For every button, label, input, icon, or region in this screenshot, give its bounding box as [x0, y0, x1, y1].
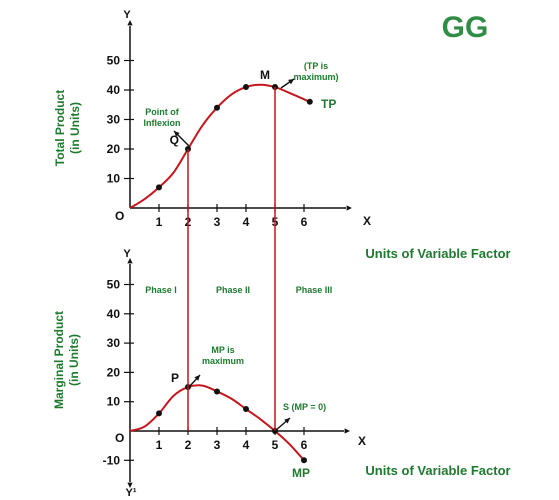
mp-y-axis-letter: Y [123, 248, 131, 260]
mp-y-tick-label: 50 [107, 278, 121, 292]
tp-x-tick-label: 4 [243, 215, 250, 229]
tp-inflexion-line1: Point of [145, 107, 179, 117]
tp-y-tick-label: 20 [107, 142, 121, 156]
mp-data-point [301, 457, 307, 464]
tp-max-line1: (TP is [304, 61, 328, 71]
mp-data-point [243, 406, 249, 413]
tp-x-tick-label: 3 [214, 215, 221, 229]
tp-y-tick-label: 50 [107, 54, 121, 68]
tp-max-line2: maximum) [293, 72, 338, 82]
tp-data-point [243, 84, 249, 91]
mp-x-axis-arrow [344, 428, 350, 434]
mp-data-point [214, 388, 220, 395]
phase-3-label: Phase III [296, 285, 333, 295]
mp-x-tick-label: 1 [156, 438, 163, 452]
mp-x-tick-label: 5 [272, 438, 279, 452]
mp-origin-label: O [115, 431, 124, 445]
mp-max-line2: maximum [202, 356, 244, 366]
mp-x-tick-label: 2 [185, 438, 192, 452]
mp-data-point [156, 410, 162, 417]
mp-y-axis-title-line1: Marginal Product [52, 311, 66, 409]
mp-x-axis-title: Units of Variable Factor [365, 463, 510, 478]
mp-x-tick-label: 3 [214, 438, 221, 452]
tp-point-label: M [260, 68, 270, 82]
mp-x-tick-label: 4 [243, 438, 250, 452]
tp-x-tick-label: 6 [301, 215, 308, 229]
tp-y-axis-title-line2: (in Units) [68, 102, 82, 154]
mp-y-axis-arrow-down [127, 482, 133, 488]
marginal-product-chart: Y Y¹ X O Units of Variable Factor Margin… [52, 248, 511, 499]
mp-max-arrow-head [194, 375, 200, 381]
mp-y-negative-letter: Y¹ [126, 487, 137, 499]
mp-max-line1: MP is [211, 345, 234, 355]
tp-y-axis-title: Total Product (in Units) [53, 90, 82, 166]
tp-data-point [156, 184, 162, 191]
tp-y-axis-arrow [127, 20, 133, 26]
mp-zero-annotation: S (MP = 0) [283, 402, 326, 412]
tp-x-axis-letter: X [363, 214, 371, 228]
mp-y-tick-label: 20 [107, 365, 121, 379]
mp-y-tick-label: 40 [107, 307, 121, 321]
tp-data-point [214, 104, 220, 111]
tp-max-annotation: (TP is maximum) [293, 61, 338, 82]
tp-x-tick-label: 1 [156, 215, 163, 229]
mp-zero-arrow-head [284, 418, 290, 424]
tp-y-tick-label: 40 [107, 83, 121, 97]
mp-x-axis-letter: X [358, 434, 366, 448]
tp-y-tick-label: 10 [107, 172, 121, 186]
mp-x-tick-label: 6 [301, 438, 308, 452]
tp-data-point [306, 98, 313, 105]
tp-inflexion-line2: Inflexion [143, 118, 180, 128]
tp-x-axis-title: Units of Variable Factor [365, 246, 510, 261]
mp-curve-label: MP [292, 466, 310, 480]
mp-max-annotation: MP is maximum [202, 345, 244, 366]
phase-2-label: Phase II [216, 285, 250, 295]
logo-text: GG [442, 11, 489, 44]
mp-y-axis-arrow [127, 258, 133, 264]
tp-max-arrow-head [288, 79, 294, 85]
inflexion-arrow-head [174, 131, 180, 137]
tp-inflexion-annotation: Point of Inflexion [143, 107, 180, 128]
tp-y-tick-label: 30 [107, 113, 121, 127]
phase-divider-lines [173, 78, 295, 432]
tp-curve-label: TP [321, 97, 336, 111]
mp-y-tick-label: -10 [103, 453, 121, 467]
tp-y-axis-title-line1: Total Product [53, 90, 67, 166]
tp-x-axis-arrow [346, 205, 352, 211]
mp-y-tick-label: 30 [107, 336, 121, 350]
mp-y-axis-title: Marginal Product (in Units) [52, 311, 81, 409]
mp-point-label: P [171, 371, 179, 385]
tp-origin-label: O [115, 209, 124, 223]
phase-1-label: Phase I [145, 285, 177, 295]
total-product-chart: Y X O Units of Variable Factor Total Pro… [53, 9, 511, 261]
tp-point-label: Q [170, 133, 179, 147]
mp-y-axis-title-line2: (in Units) [67, 334, 81, 386]
mp-y-tick-label: 10 [107, 395, 121, 409]
tp-y-axis-letter: Y [123, 9, 131, 21]
